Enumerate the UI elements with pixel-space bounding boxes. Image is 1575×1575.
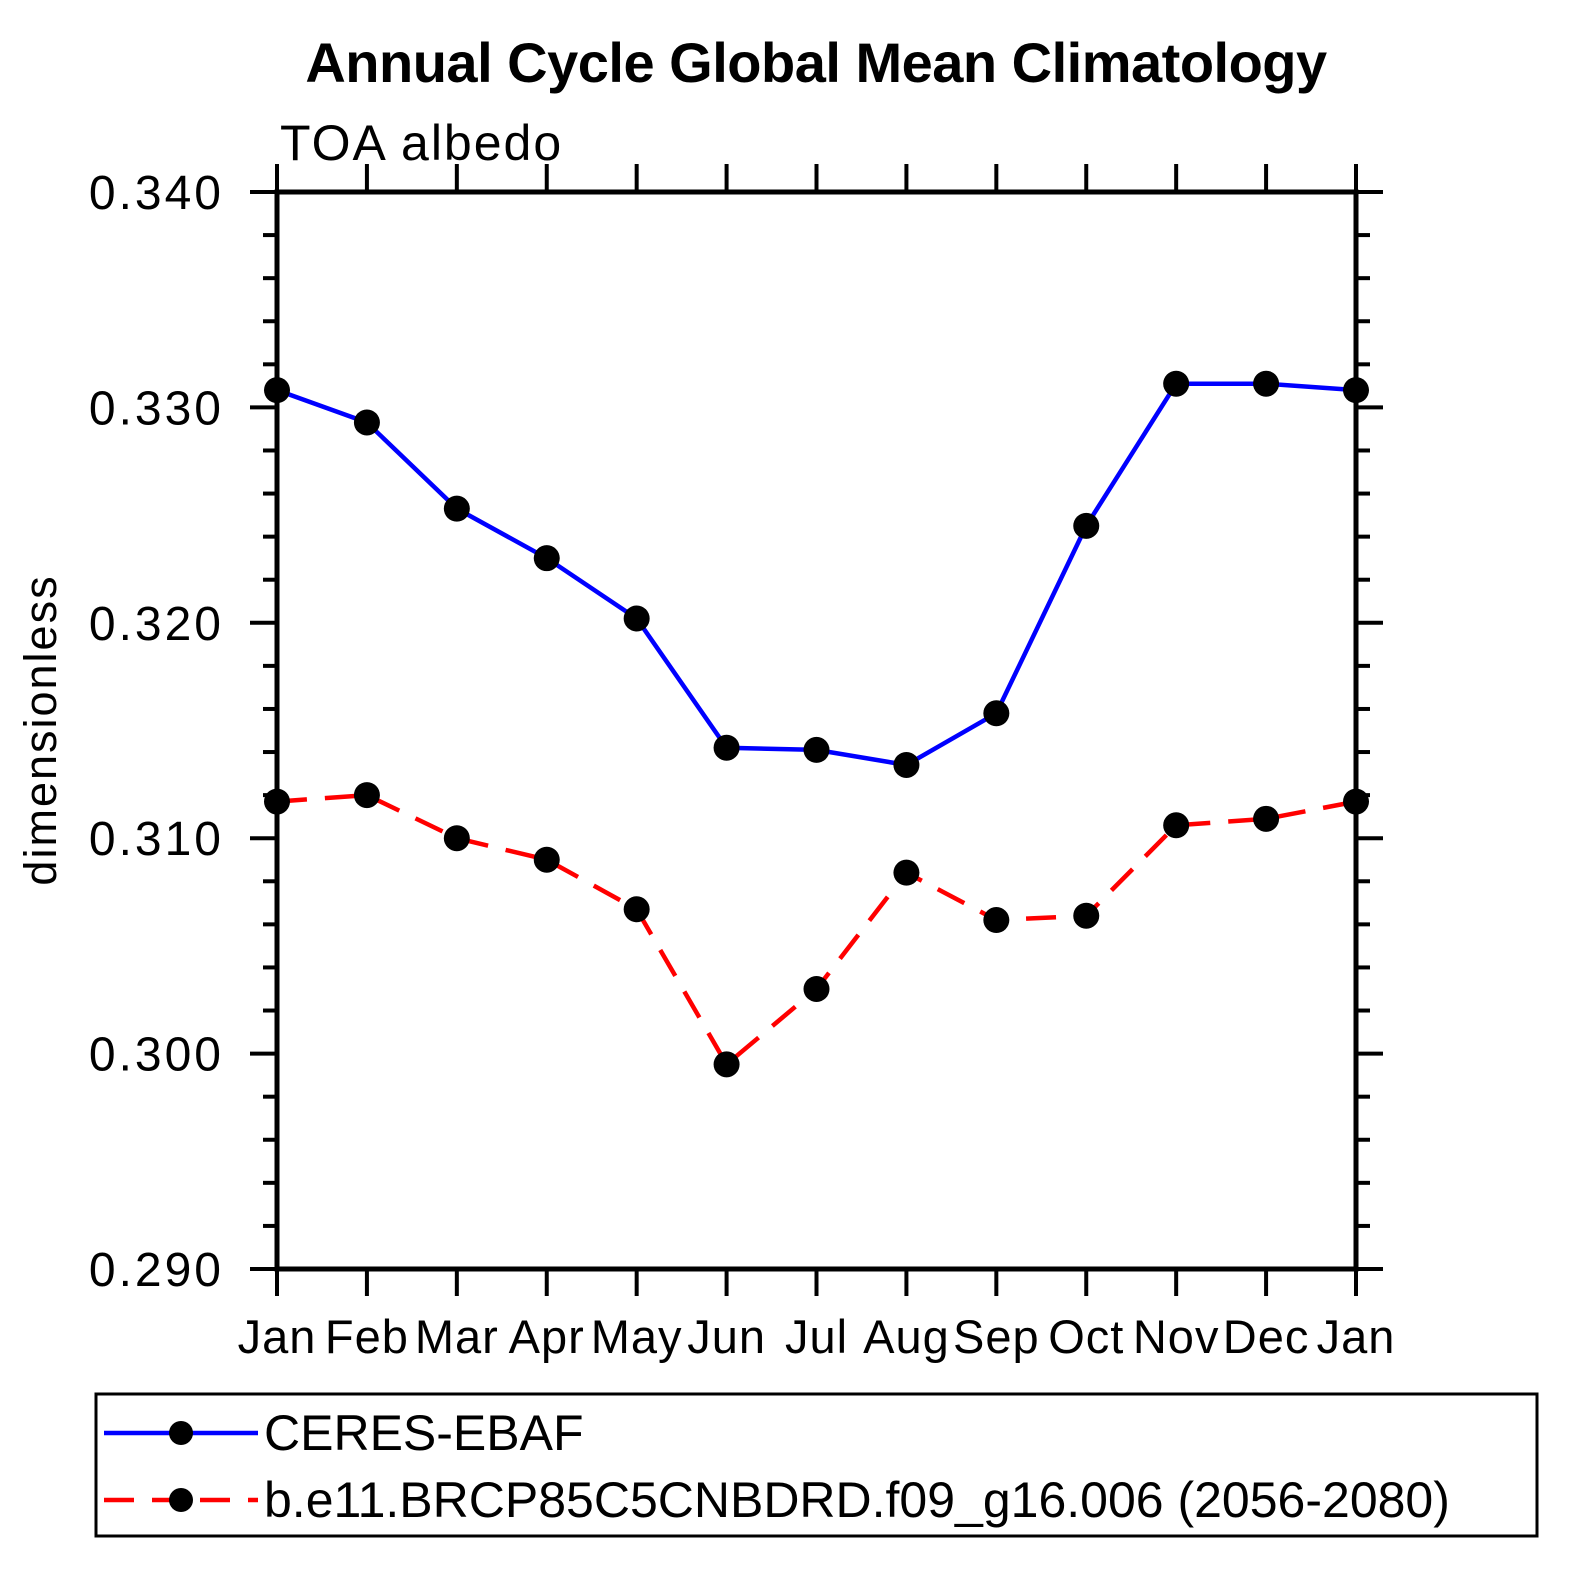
data-point-marker bbox=[983, 700, 1010, 727]
x-tick-label: Apr bbox=[509, 1310, 585, 1363]
x-tick-label: Jul bbox=[785, 1310, 848, 1363]
y-tick-label: 0.340 bbox=[89, 167, 224, 220]
data-point-marker bbox=[623, 605, 650, 632]
y-tick-label: 0.320 bbox=[89, 598, 224, 651]
data-point-marker bbox=[1343, 377, 1369, 404]
data-point-marker bbox=[1253, 805, 1280, 832]
data-point-marker bbox=[533, 846, 560, 873]
data-point-marker bbox=[623, 896, 650, 923]
x-tick-label: Jan bbox=[238, 1310, 317, 1363]
legend-label: b.e11.BRCP85C5CNBDRD.f09_g16.006 (2056-2… bbox=[264, 1472, 1450, 1528]
data-point-marker bbox=[713, 1051, 740, 1078]
x-tick-label: Feb bbox=[325, 1310, 409, 1363]
data-point-marker bbox=[1073, 512, 1100, 539]
data-point-marker bbox=[264, 788, 290, 815]
data-point-marker bbox=[1343, 788, 1369, 815]
data-point-marker bbox=[803, 975, 830, 1002]
data-point-marker bbox=[443, 825, 470, 852]
plot-frame bbox=[274, 189, 1359, 1272]
legend-box bbox=[94, 1392, 1539, 1538]
chart-title: Annual Cycle Global Mean Climatology bbox=[305, 31, 1327, 94]
x-tick-label: May bbox=[591, 1310, 683, 1363]
data-point-marker bbox=[264, 377, 290, 404]
x-tick-label: Jun bbox=[687, 1310, 766, 1363]
x-tick-label: Oct bbox=[1048, 1310, 1124, 1363]
legend: CERES-EBAF b.e11.BRCP85C5CNBDRD.f09_g16.0… bbox=[94, 1392, 1539, 1538]
x-tick-label: Nov bbox=[1133, 1310, 1220, 1363]
data-point-marker bbox=[1163, 812, 1190, 839]
data-point-marker bbox=[353, 409, 380, 436]
data-point-marker bbox=[713, 734, 740, 761]
y-tick-label: 0.290 bbox=[89, 1244, 224, 1297]
x-tick-label: Dec bbox=[1223, 1310, 1310, 1363]
data-point-marker bbox=[803, 736, 830, 763]
data-point-marker bbox=[983, 907, 1010, 934]
legend-label: CERES-EBAF bbox=[264, 1405, 584, 1461]
data-point-marker bbox=[443, 495, 470, 522]
y-tick-label: 0.300 bbox=[89, 1029, 224, 1082]
data-point-marker bbox=[893, 751, 920, 778]
data-point-marker bbox=[353, 782, 380, 809]
x-tick-label: Aug bbox=[863, 1310, 950, 1363]
legend-marker bbox=[169, 1421, 193, 1445]
data-point-marker bbox=[893, 859, 920, 886]
data-point-marker bbox=[1253, 370, 1280, 397]
data-series bbox=[264, 370, 1369, 1078]
y-tick-label: 0.330 bbox=[89, 382, 224, 435]
x-tick-label: Sep bbox=[953, 1310, 1040, 1363]
x-tick-label: Mar bbox=[415, 1310, 499, 1363]
chart-subtitle: TOA albedo bbox=[280, 115, 563, 171]
data-point-marker bbox=[1073, 902, 1100, 929]
x-tick-label: Jan bbox=[1317, 1310, 1396, 1363]
data-point-marker bbox=[1163, 370, 1190, 397]
y-axis-title: dimensionless bbox=[15, 574, 66, 885]
y-tick-label: 0.310 bbox=[89, 813, 224, 866]
data-point-marker bbox=[533, 545, 560, 572]
legend-marker bbox=[169, 1488, 193, 1512]
